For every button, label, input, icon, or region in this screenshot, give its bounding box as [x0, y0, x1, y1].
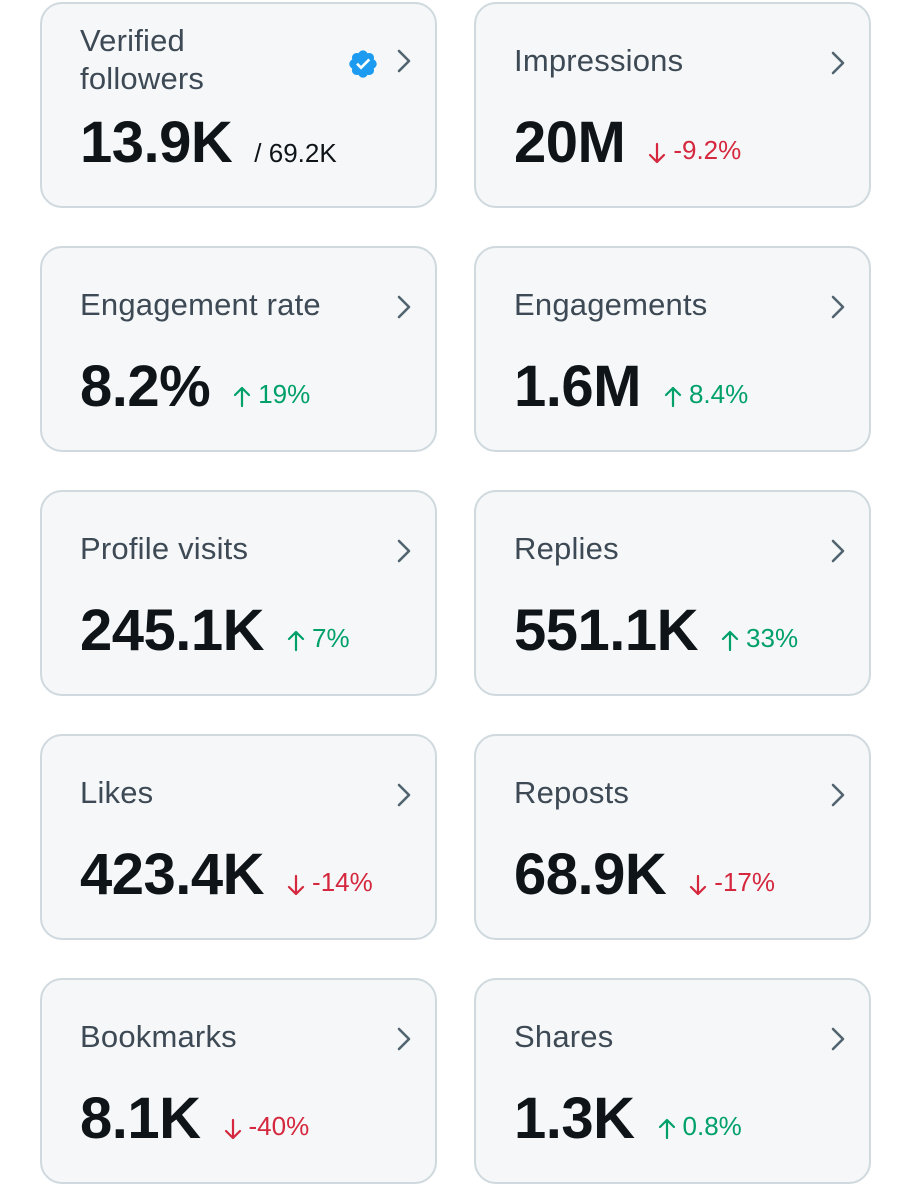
metric-change: -14% [286, 867, 373, 898]
metric-change: 33% [720, 623, 798, 654]
card-likes[interactable]: Likes 423.4K -14% [40, 734, 437, 940]
metric-change: 8.4% [663, 379, 748, 410]
card-impressions[interactable]: Impressions 20M -9.2% [474, 2, 871, 208]
metric-value-row: 68.9K -17% [514, 842, 775, 908]
metric-change: -17% [688, 867, 775, 898]
arrow-down-icon [649, 142, 666, 164]
metric-value: 423.4K [80, 842, 265, 907]
card-verified-followers[interactable]: Verified followers 13.9K / 69.2K [40, 2, 437, 208]
metric-value: 1.6M [514, 354, 641, 419]
card-shares[interactable]: Shares 1.3K 0.8% [474, 978, 871, 1184]
metric-change: 19% [232, 379, 310, 410]
metric-change-value: 8.4% [688, 378, 749, 409]
metric-value-row: 1.6M 8.4% [514, 354, 748, 420]
arrow-down-icon [690, 874, 707, 896]
metric-value: 1.3K [514, 1086, 635, 1151]
metric-value-row: 1.3K 0.8% [514, 1086, 742, 1152]
metric-label: Verified followers [80, 23, 205, 96]
verified-badge-icon [349, 50, 377, 78]
metric-label: Profile visits [80, 531, 249, 566]
arrow-up-icon [658, 1118, 675, 1140]
metric-change-value: 33% [746, 622, 799, 653]
metric-value: 245.1K [80, 598, 265, 663]
metric-label: Reposts [514, 775, 630, 810]
chevron-right-icon[interactable] [393, 292, 415, 322]
metric-value-row: 20M -9.2% [514, 110, 741, 176]
metric-value: 8.2% [80, 354, 211, 419]
chevron-right-icon[interactable] [393, 46, 415, 76]
chevron-right-icon[interactable] [393, 536, 415, 566]
arrow-down-icon [224, 1118, 241, 1140]
metric-label: Impressions [514, 43, 684, 78]
metric-value-row: 8.2% 19% [80, 354, 310, 420]
metric-value: 8.1K [80, 1086, 201, 1151]
metric-label: Engagements [514, 287, 708, 322]
arrow-up-icon [721, 630, 739, 652]
metric-change-value: 19% [258, 378, 311, 409]
arrow-down-icon [287, 874, 305, 896]
card-engagement-rate[interactable]: Engagement rate 8.2% 19% [40, 246, 437, 452]
metric-value: 13.9K [80, 110, 233, 175]
metric-label: Likes [80, 775, 154, 810]
chevron-right-icon[interactable] [393, 1024, 415, 1054]
chevron-right-icon[interactable] [827, 536, 849, 566]
chevron-right-icon[interactable] [393, 780, 415, 810]
metric-change-value: -17% [714, 866, 775, 897]
metric-label: Bookmarks [80, 1019, 237, 1054]
metric-change-value: -40% [248, 1110, 310, 1141]
metric-value: 68.9K [514, 842, 667, 907]
metric-value: 551.1K [514, 598, 699, 663]
arrow-up-icon [664, 386, 682, 408]
metric-change-value: 7% [312, 622, 350, 653]
metric-change: -9.2% [647, 135, 741, 166]
metric-label: Replies [514, 531, 619, 566]
chevron-right-icon[interactable] [827, 1024, 849, 1054]
metric-label: Engagement rate [80, 287, 321, 322]
metric-change-value: -14% [312, 866, 373, 897]
arrow-up-icon [234, 386, 251, 408]
metric-change: -40% [223, 1110, 310, 1142]
metric-value-row: 13.9K / 69.2K [80, 110, 337, 176]
chevron-right-icon[interactable] [827, 48, 849, 78]
metric-value: 20M [514, 110, 626, 175]
metric-change-value: 0.8% [682, 1110, 742, 1141]
card-reposts[interactable]: Reposts 68.9K -17% [474, 734, 871, 940]
arrow-up-icon [287, 630, 305, 652]
chevron-right-icon[interactable] [827, 780, 849, 810]
metric-value-row: 551.1K 33% [514, 598, 798, 664]
card-bookmarks[interactable]: Bookmarks 8.1K -40% [40, 978, 437, 1184]
card-profile-visits[interactable]: Profile visits 245.1K 7% [40, 490, 437, 696]
metric-label: Shares [514, 1019, 614, 1054]
chevron-right-icon[interactable] [827, 292, 849, 322]
metric-change-value: -9.2% [673, 134, 742, 165]
card-engagements[interactable]: Engagements 1.6M 8.4% [474, 246, 871, 452]
metrics-grid: Verified followers 13.9K / 69.2K Impress… [40, 2, 871, 1184]
metric-value-row: 8.1K -40% [80, 1086, 309, 1152]
metric-change: 7% [286, 623, 350, 654]
metric-value-row: 423.4K -14% [80, 842, 373, 908]
card-replies[interactable]: Replies 551.1K 33% [474, 490, 871, 696]
metric-value-row: 245.1K 7% [80, 598, 350, 664]
metric-total: / 69.2K [254, 138, 337, 168]
metric-change: 0.8% [657, 1111, 742, 1142]
